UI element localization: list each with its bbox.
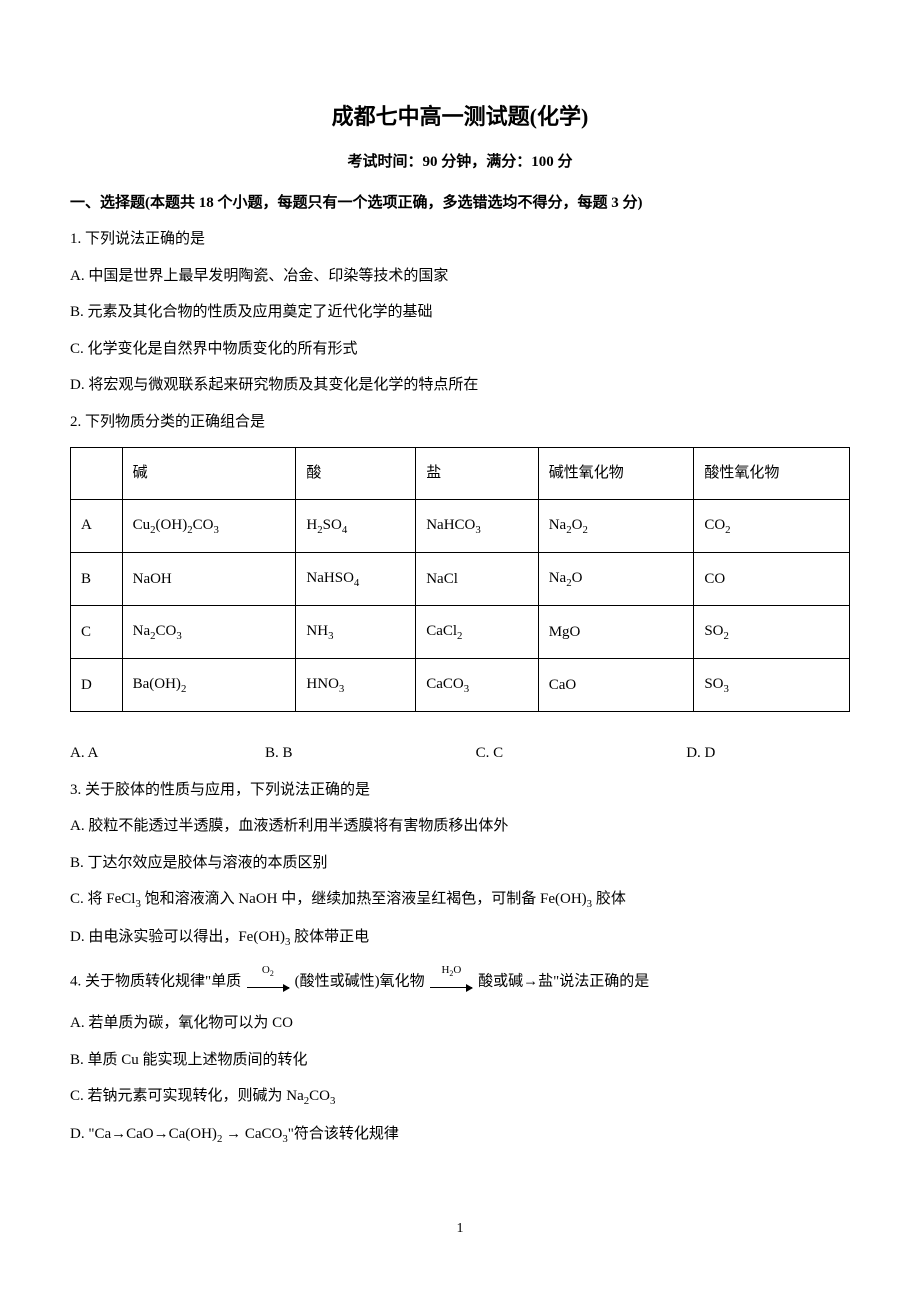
th-blank <box>71 448 123 500</box>
th-base: 碱 <box>122 448 296 500</box>
cell: Na2CO3 <box>122 605 296 658</box>
th-acidic-oxide: 酸性氧化物 <box>694 448 850 500</box>
text: 胶体 <box>592 891 626 907</box>
q2-opt-c: C. C <box>476 742 687 765</box>
q2-opt-d: D. D <box>686 742 850 765</box>
cell: CaCO3 <box>416 659 539 712</box>
section-1-head: 一、选择题(本题共 18 个小题，每题只有一个选项正确，多选错选均不得分，每题 … <box>70 192 850 215</box>
cell: NH3 <box>296 605 416 658</box>
arrow-o2-icon: O2 <box>245 965 291 999</box>
q4-opt-c: C. 若钠元素可实现转化，则碱为 Na2CO3 <box>70 1085 850 1109</box>
cell: A <box>71 499 123 552</box>
q3-opt-a: A. 胶粒不能透过半透膜，血液透析利用半透膜将有害物质移出体外 <box>70 815 850 838</box>
cell: D <box>71 659 123 712</box>
q2-opt-b: B. B <box>265 742 476 765</box>
text: D. "Ca→CaO→Ca(OH) <box>70 1126 217 1142</box>
cell: NaCl <box>416 552 539 605</box>
text: D. 由电泳实验可以得出，Fe(OH) <box>70 929 285 945</box>
cell: CO2 <box>694 499 850 552</box>
cell: Ba(OH)2 <box>122 659 296 712</box>
q1-opt-a: A. 中国是世界上最早发明陶瓷、冶金、印染等技术的国家 <box>70 265 850 288</box>
cell: CO <box>694 552 850 605</box>
text: "符合该转化规律 <box>288 1126 399 1142</box>
q4-stem: 4. 关于物质转化规律"单质 O2 (酸性或碱性)氧化物 H2O 酸或碱→盐"说… <box>70 965 850 999</box>
cell: C <box>71 605 123 658</box>
text: 酸或碱→盐"说法正确的是 <box>478 973 649 989</box>
q2-options: A. A B. B C. C D. D <box>70 742 850 765</box>
q4-opt-a: A. 若单质为碳，氧化物可以为 CO <box>70 1012 850 1035</box>
q4-opt-b: B. 单质 Cu 能实现上述物质间的转化 <box>70 1049 850 1072</box>
cell: Na2O2 <box>538 499 694 552</box>
cell: NaOH <box>122 552 296 605</box>
text: 饱和溶液滴入 NaOH 中，继续加热至溶液呈红褐色，可制备 Fe(OH) <box>141 891 587 907</box>
cell: MgO <box>538 605 694 658</box>
th-basic-oxide: 碱性氧化物 <box>538 448 694 500</box>
th-salt: 盐 <box>416 448 539 500</box>
q1-opt-c: C. 化学变化是自然界中物质变化的所有形式 <box>70 338 850 361</box>
q1-opt-d: D. 将宏观与微观联系起来研究物质及其变化是化学的特点所在 <box>70 374 850 397</box>
cell: CaO <box>538 659 694 712</box>
q2-opt-a: A. A <box>70 742 265 765</box>
th-acid: 酸 <box>296 448 416 500</box>
exam-title: 成都七中高一测试题(化学) <box>70 100 850 133</box>
q3-opt-d: D. 由电泳实验可以得出，Fe(OH)3 胶体带正电 <box>70 926 850 950</box>
q3-stem: 3. 关于胶体的性质与应用，下列说法正确的是 <box>70 779 850 802</box>
table-header-row: 碱 酸 盐 碱性氧化物 酸性氧化物 <box>71 448 850 500</box>
page-number: 1 <box>70 1218 850 1239</box>
cell: HNO3 <box>296 659 416 712</box>
q1-stem: 1. 下列说法正确的是 <box>70 228 850 251</box>
q4-opt-d: D. "Ca→CaO→Ca(OH)2 → CaCO3"符合该转化规律 <box>70 1123 850 1147</box>
text: 胶体带正电 <box>290 929 369 945</box>
cell: H2SO4 <box>296 499 416 552</box>
table-row: A Cu2(OH)2CO3 H2SO4 NaHCO3 Na2O2 CO2 <box>71 499 850 552</box>
table-row: D Ba(OH)2 HNO3 CaCO3 CaO SO3 <box>71 659 850 712</box>
exam-subtitle: 考试时间：90 分钟，满分：100 分 <box>70 151 850 174</box>
cell: Na2O <box>538 552 694 605</box>
q2-stem: 2. 下列物质分类的正确组合是 <box>70 411 850 434</box>
text: C. 若钠元素可实现转化，则碱为 Na <box>70 1088 304 1104</box>
q3-opt-c: C. 将 FeCl3 饱和溶液滴入 NaOH 中，继续加热至溶液呈红褐色，可制备… <box>70 888 850 912</box>
cell: NaHCO3 <box>416 499 539 552</box>
q3-opt-b: B. 丁达尔效应是胶体与溶液的本质区别 <box>70 852 850 875</box>
cell: NaHSO4 <box>296 552 416 605</box>
cell: SO2 <box>694 605 850 658</box>
text: → CaCO <box>222 1126 282 1142</box>
cell: SO3 <box>694 659 850 712</box>
text: (酸性或碱性)氧化物 <box>295 973 429 989</box>
cell: CaCl2 <box>416 605 539 658</box>
text: C. 将 FeCl <box>70 891 135 907</box>
q1-opt-b: B. 元素及其化合物的性质及应用奠定了近代化学的基础 <box>70 301 850 324</box>
arrow-h2o-icon: H2O <box>428 965 474 999</box>
cell: Cu2(OH)2CO3 <box>122 499 296 552</box>
cell: B <box>71 552 123 605</box>
q2-table: 碱 酸 盐 碱性氧化物 酸性氧化物 A Cu2(OH)2CO3 H2SO4 Na… <box>70 447 850 712</box>
table-row: B NaOH NaHSO4 NaCl Na2O CO <box>71 552 850 605</box>
text: CO <box>309 1088 330 1104</box>
table-row: C Na2CO3 NH3 CaCl2 MgO SO2 <box>71 605 850 658</box>
text: 4. 关于物质转化规律"单质 <box>70 973 245 989</box>
